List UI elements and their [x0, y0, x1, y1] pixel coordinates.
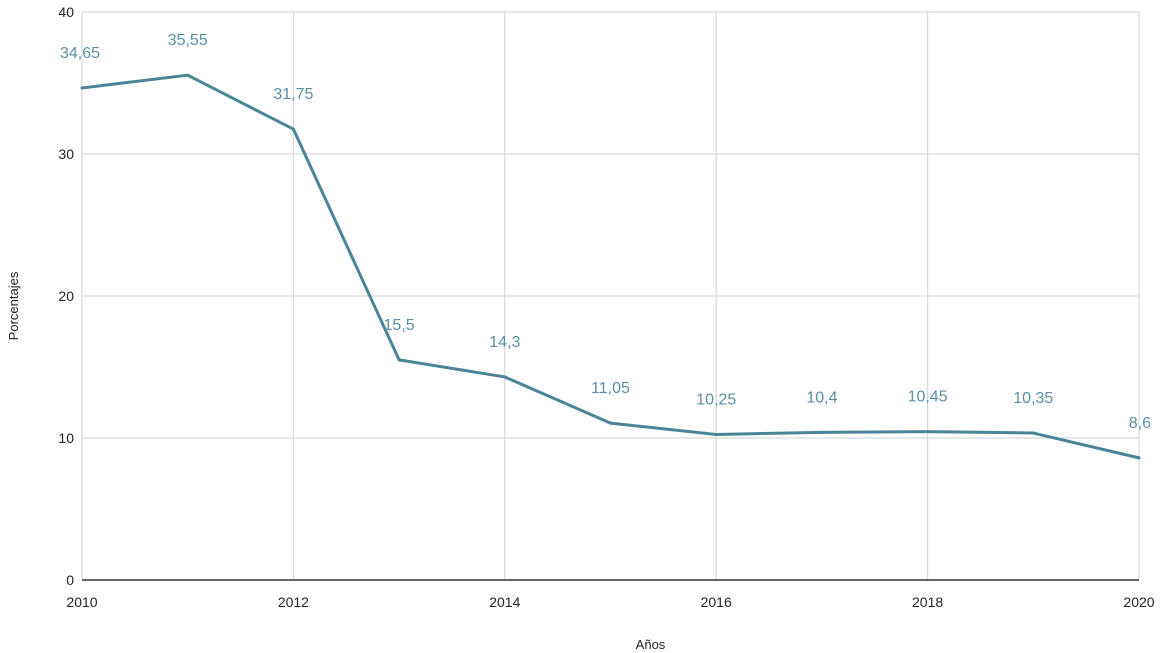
- data-point: [1137, 456, 1141, 460]
- x-axis-title: Años: [636, 637, 666, 652]
- data-label: 34,65: [60, 45, 100, 62]
- data-point: [503, 375, 507, 379]
- data-point: [926, 430, 930, 434]
- data-label: 11,05: [591, 380, 630, 397]
- data-label: 10,45: [908, 389, 948, 406]
- data-point: [1031, 431, 1035, 435]
- x-tick-label: 2012: [278, 594, 309, 610]
- data-point: [609, 421, 612, 425]
- x-tick-label: 2010: [66, 594, 97, 610]
- data-label: 14,3: [489, 334, 520, 351]
- data-point: [714, 432, 718, 436]
- data-label: 15,5: [384, 317, 415, 334]
- data-label: 35,55: [168, 32, 208, 49]
- data-point: [397, 358, 401, 362]
- y-tick-label: 0: [66, 572, 74, 588]
- data-label: 10,35: [1013, 390, 1053, 407]
- data-label: 31,75: [273, 86, 313, 103]
- x-tick-label: 2020: [1123, 594, 1154, 610]
- data-label: 10,25: [696, 391, 736, 408]
- series-line: [80, 73, 1141, 460]
- y-tick-label: 10: [58, 430, 74, 446]
- y-tick-label: 40: [58, 4, 74, 20]
- series-group: [80, 73, 1141, 460]
- data-label: 10,4: [806, 389, 837, 406]
- data-labels: 34,65 35,55 31,75 15,5 14,3 11,05 10,25 10,4 10,…: [60, 32, 1151, 432]
- x-tick-label: 2014: [489, 594, 520, 610]
- y-tick-label: 20: [58, 288, 74, 304]
- axes: 0 10 20 30 40 2010 2012 2014 2016 2018 2020: [58, 4, 1154, 610]
- data-point: [820, 430, 824, 434]
- y-axis-title: Porcentajes: [6, 271, 21, 340]
- data-point: [80, 86, 84, 90]
- x-tick-label: 2018: [912, 594, 943, 610]
- data-point: [186, 73, 190, 77]
- data-point: [291, 127, 295, 131]
- data-label: 8,6: [1129, 415, 1151, 432]
- y-tick-label: 30: [58, 146, 74, 162]
- x-tick-label: 2016: [701, 594, 732, 610]
- grid: [81, 11, 1140, 580]
